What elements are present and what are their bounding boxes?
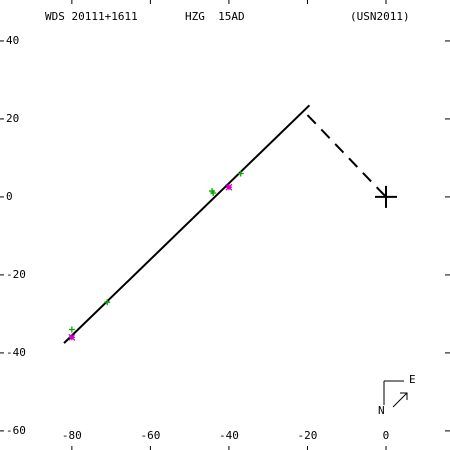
data-point: [68, 333, 76, 341]
y-tick-label: 20: [6, 112, 19, 125]
x-tick-label: 0: [383, 429, 390, 442]
primary-star: [374, 185, 397, 208]
y-tick-label: 0: [6, 190, 13, 203]
compass-north: N: [378, 404, 385, 417]
x-tick-label: -60: [140, 429, 160, 442]
header-right: (USN2011): [350, 10, 410, 23]
header-left: WDS 20111+1611: [45, 10, 138, 23]
y-tick-label: -60: [6, 424, 26, 437]
x-tick-label: -80: [62, 429, 82, 442]
compass-arrow: [400, 392, 408, 400]
orbit-line: [63, 104, 311, 344]
header-center: HZG 15AD: [185, 10, 245, 23]
x-tick-label: -20: [298, 429, 318, 442]
y-tick-label: -40: [6, 346, 26, 359]
compass-east: E: [409, 373, 416, 386]
data-point: [209, 188, 216, 195]
data-point: [225, 183, 233, 191]
compass-arrow: [392, 392, 408, 408]
data-point: [68, 326, 75, 333]
y-tick-label: -20: [6, 268, 26, 281]
data-point: [104, 299, 111, 306]
y-tick-label: 40: [6, 34, 19, 47]
dashed-line: [306, 114, 387, 198]
compass: [383, 380, 408, 408]
data-point: [237, 170, 244, 177]
x-tick-label: -40: [219, 429, 239, 442]
